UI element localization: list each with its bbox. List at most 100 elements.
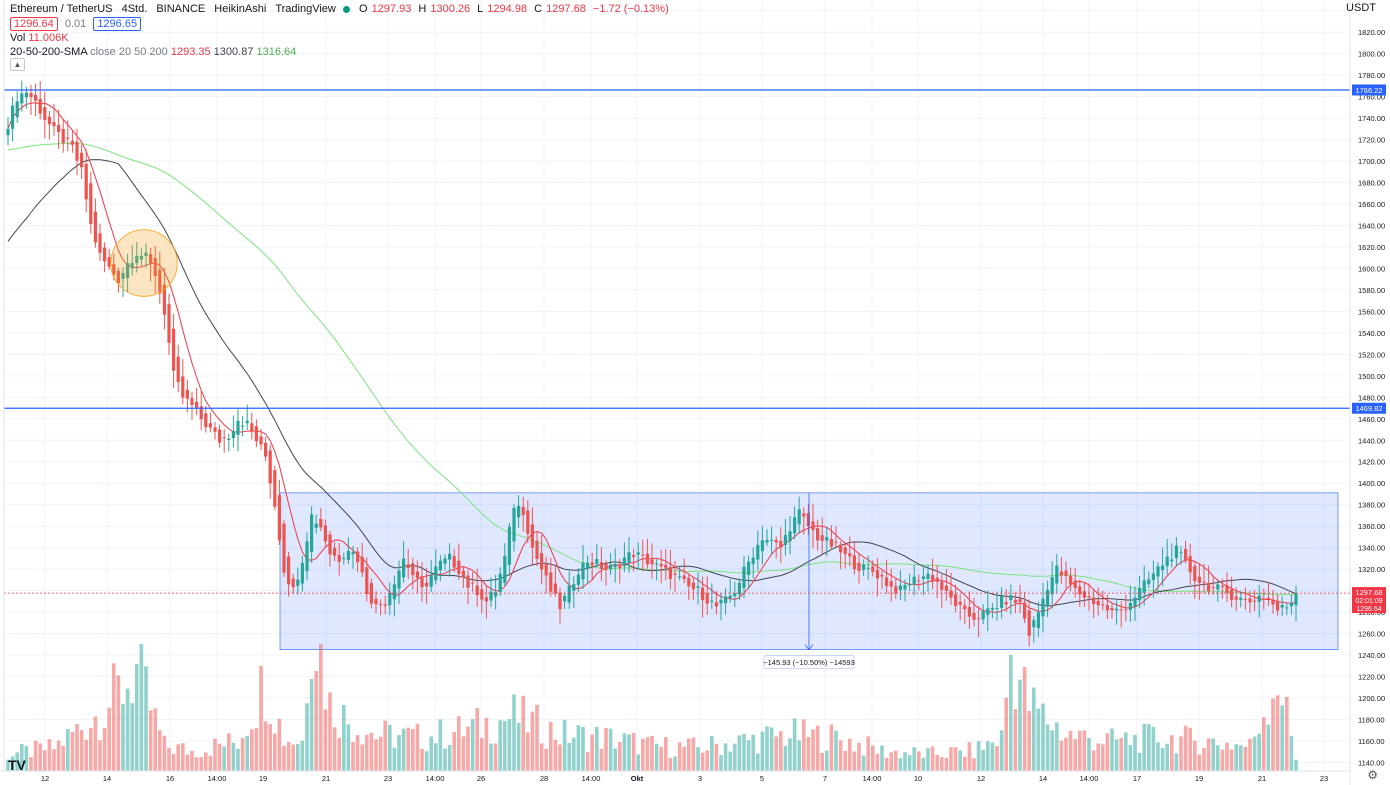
candle-body (806, 512, 810, 527)
volume-legend[interactable]: Vol 11.006K (10, 31, 69, 45)
volume-bar (714, 743, 719, 771)
volume-bar (999, 730, 1004, 771)
candle-body (770, 539, 774, 541)
volume-bars (6, 643, 1298, 771)
volume-bar (1009, 654, 1013, 771)
volume-bar (544, 748, 548, 771)
candle-body (724, 596, 728, 604)
volume-bar (1032, 687, 1036, 771)
candle-body (880, 575, 884, 577)
candle-body (1027, 610, 1031, 636)
symbol-name[interactable]: Ethereum / TetherUS (10, 3, 113, 15)
candle-body (1174, 545, 1178, 559)
volume-bar (618, 741, 622, 771)
candle-body (130, 263, 134, 269)
time-tick-label: 26 (477, 774, 485, 783)
candle-body (1234, 596, 1238, 600)
volume-bar (121, 703, 125, 771)
volume-bar (760, 731, 765, 771)
candle-body (475, 585, 479, 596)
collapse-legend-button[interactable]: ▲ (10, 58, 25, 71)
price-tick-label: 1360.00 (1358, 522, 1385, 531)
interval-label[interactable]: 4Std. (121, 3, 148, 15)
candle-body (305, 541, 309, 572)
price-tag-label: 1469.82 (1355, 404, 1382, 413)
candle-body (383, 604, 387, 606)
volume-bar (1262, 717, 1266, 771)
volume-bar (935, 754, 939, 771)
candle-body (1225, 585, 1229, 593)
volume-bar (765, 726, 769, 771)
volume-bar (194, 757, 199, 771)
price-tick-label: 1820.00 (1358, 28, 1385, 37)
candle-body (47, 116, 51, 125)
annotation-circle (110, 229, 178, 297)
candle-body (1220, 585, 1224, 587)
volume-bar (834, 730, 838, 771)
volume-bar (912, 747, 916, 771)
candle-body (6, 128, 10, 136)
sma-legend[interactable]: 20-50-200-SMA close 20 50 200 1293.35 13… (10, 45, 296, 59)
candle-body (843, 547, 847, 555)
volume-bar (604, 728, 608, 771)
currency-label[interactable]: USDT (1346, 2, 1376, 14)
settings-gear-icon[interactable]: ⚙ (1367, 768, 1378, 782)
price-tick-label: 1740.00 (1358, 114, 1385, 123)
volume-bar (590, 734, 594, 771)
volume-bar (567, 742, 571, 771)
volume-bar (470, 719, 475, 771)
candle-body (521, 506, 525, 515)
candle-body (967, 606, 971, 617)
chart-style-label: HeikinAshi (214, 3, 267, 15)
candle-body (392, 584, 396, 600)
candle-body (241, 425, 245, 427)
candle-body (1248, 598, 1252, 603)
volume-bar (1216, 745, 1220, 771)
volume-bar (277, 718, 282, 771)
candle-body (595, 559, 599, 564)
volume-bar (489, 743, 493, 771)
volume-bar (944, 757, 949, 771)
candle-body (135, 255, 139, 264)
volume-bar (15, 752, 19, 771)
candle-body (590, 562, 594, 566)
volume-bar (52, 749, 56, 771)
candle-body (438, 560, 442, 571)
candle-body (567, 585, 571, 603)
volume-bar (930, 746, 935, 771)
time-axis: 12 14 16 14:00 19 21 23 14:00 26 28 14:00 Okt 3 5 7 14:… (41, 774, 1328, 783)
candle-body (636, 552, 640, 555)
volume-bar (250, 729, 254, 771)
volume-bar (788, 738, 792, 771)
candle-body (126, 263, 130, 279)
candle-body (1128, 602, 1132, 610)
candle-body (963, 605, 967, 610)
candle-body (1009, 595, 1013, 601)
candle-body (618, 564, 622, 568)
volume-bar (282, 745, 286, 771)
volume-bar (696, 747, 700, 771)
candle-body (498, 573, 502, 593)
volume-bar (397, 735, 401, 771)
candle-body (466, 575, 470, 588)
volume-bar (875, 753, 880, 771)
volume-bar (521, 695, 525, 771)
time-tick-label: 19 (259, 774, 267, 783)
volume-bar (889, 752, 893, 771)
time-tick-label: 21 (1258, 774, 1266, 783)
volume-bar (1022, 667, 1027, 771)
ask-pill[interactable]: 1296.65 (93, 17, 142, 31)
candle-body (733, 593, 737, 597)
bid-pill[interactable]: 1296.64 (10, 17, 58, 31)
measure-label: −145.93 (−10.50%) −14593 (763, 658, 855, 667)
candle-body (737, 582, 741, 595)
candle-body (558, 592, 562, 610)
candle-body (774, 539, 778, 543)
volume-bar (1271, 698, 1275, 771)
candle-body (70, 140, 74, 145)
time-tick-label: 7 (823, 774, 827, 783)
candle-body (507, 526, 511, 565)
volume-bar (1285, 696, 1289, 771)
symbol-legend[interactable]: Ethereum / TetherUS 4Std. BINANCE Heikin… (10, 2, 673, 16)
